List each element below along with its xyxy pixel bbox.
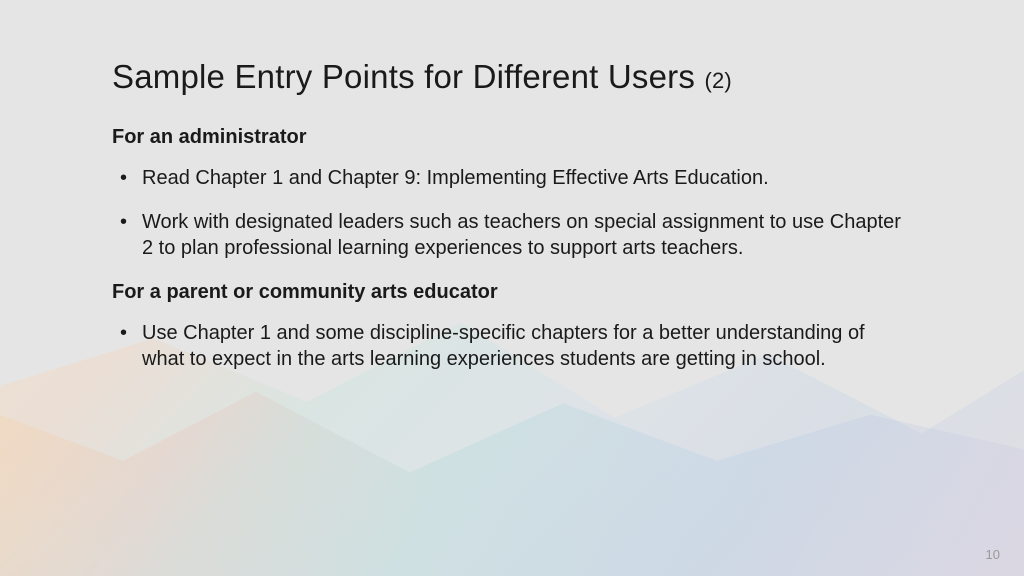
section-administrator: For an administrator Read Chapter 1 and … [112, 126, 912, 261]
slide-title: Sample Entry Points for Different Users … [112, 58, 912, 96]
bullet-list-parent-educator: Use Chapter 1 and some discipline-specif… [112, 320, 912, 372]
section-parent-educator: For a parent or community arts educator … [112, 281, 912, 372]
page-number: 10 [986, 547, 1000, 562]
slide-container: Sample Entry Points for Different Users … [0, 0, 1024, 576]
title-main: Sample Entry Points for Different Users [112, 58, 704, 95]
list-item: Use Chapter 1 and some discipline-specif… [112, 320, 912, 372]
list-item: Read Chapter 1 and Chapter 9: Implementi… [112, 165, 912, 191]
list-item: Work with designated leaders such as tea… [112, 209, 912, 261]
section-heading-administrator: For an administrator [112, 126, 912, 149]
bullet-list-administrator: Read Chapter 1 and Chapter 9: Implementi… [112, 165, 912, 261]
title-suffix: (2) [704, 68, 732, 93]
section-heading-parent-educator: For a parent or community arts educator [112, 281, 912, 304]
